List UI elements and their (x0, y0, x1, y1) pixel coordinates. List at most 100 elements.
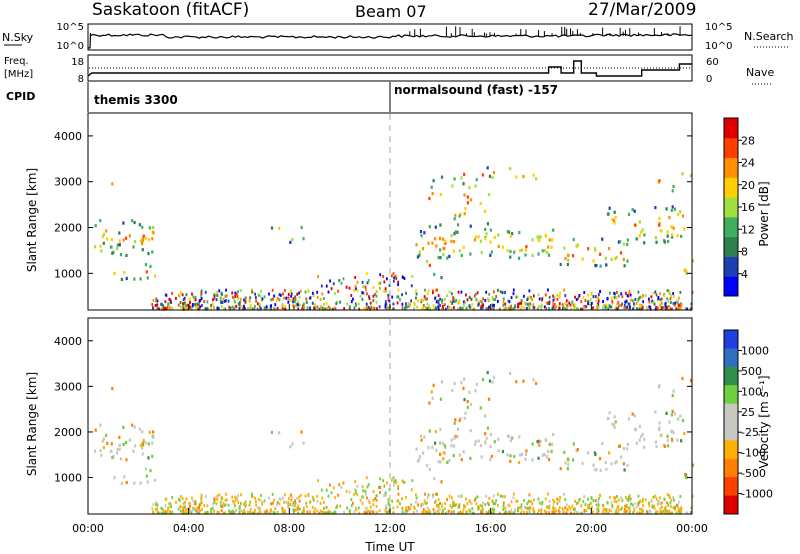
velocity-cell (476, 495, 479, 499)
power-cell (178, 294, 181, 298)
velocity-cell (366, 496, 368, 500)
velocity-cell (339, 504, 342, 508)
power-cell (268, 292, 270, 296)
power-cell (459, 212, 462, 216)
velocity-cell (430, 390, 433, 394)
power-cell (658, 216, 661, 221)
velocity-cell (628, 506, 631, 510)
power-cell (438, 248, 442, 252)
power-cell (139, 239, 143, 243)
power-cell (617, 304, 620, 308)
power-cell (230, 307, 233, 311)
velocity-cell (278, 497, 281, 501)
power-cell (309, 306, 311, 310)
power-cell (553, 302, 556, 306)
velocity-cell (332, 511, 334, 515)
velocity-cell (210, 507, 213, 511)
velocity-cell (184, 508, 187, 512)
power-cell (213, 305, 215, 309)
velocity-colorbar-swatch (724, 495, 738, 515)
velocity-cell (186, 507, 189, 511)
velocity-cell (257, 497, 260, 501)
power-cell (616, 302, 619, 306)
velocity-cell (378, 485, 382, 489)
velocity-cell (690, 510, 692, 514)
power-cell (511, 307, 514, 311)
power-cell (443, 247, 446, 251)
velocity-cell (105, 433, 108, 438)
velocity-cell (112, 455, 115, 459)
power-cell (507, 299, 510, 303)
freq-label-1: Freq. (4, 56, 29, 67)
power-cell (567, 258, 570, 262)
velocity-cell (660, 501, 663, 505)
power-cell (249, 303, 252, 307)
velocity-cell (597, 497, 600, 501)
power-cell (622, 242, 626, 246)
power-cell (144, 236, 147, 241)
power-cell (243, 298, 245, 302)
velocity-cell (504, 510, 507, 514)
power-cell (289, 240, 292, 245)
velocity-cell (441, 504, 443, 508)
x-tick-label: 20:00 (575, 522, 607, 535)
velocity-cell (122, 425, 125, 430)
power-cell (441, 298, 444, 302)
power-cell (513, 307, 516, 311)
velocity-cell (571, 504, 574, 508)
power-cell (596, 306, 599, 310)
velocity-cell (617, 504, 620, 508)
power-colorbar-label: Power [dB] (757, 181, 771, 246)
power-cell (686, 307, 689, 311)
power-cell (543, 248, 546, 252)
velocity-cell (255, 503, 258, 507)
velocity-cell (213, 500, 216, 504)
velocity-cell (110, 442, 113, 446)
power-cell (563, 246, 566, 250)
power-cell (520, 307, 522, 311)
power-cell (235, 292, 238, 296)
velocity-cell (671, 511, 673, 515)
power-cell (608, 246, 611, 251)
power-cell (281, 302, 284, 306)
velocity-cell (438, 441, 442, 445)
velocity-cell (415, 496, 418, 500)
velocity-cell (648, 504, 651, 508)
velocity-cell (482, 501, 485, 505)
power-cell (518, 302, 521, 306)
power-cell (101, 235, 104, 239)
power-cell (133, 220, 136, 225)
power-cell (132, 245, 135, 249)
velocity-cell (356, 484, 359, 488)
power-cell (482, 297, 485, 301)
power-cell (628, 302, 631, 306)
velocity-cell (279, 497, 282, 501)
velocity-cell (658, 421, 661, 425)
velocity-cell (564, 511, 567, 515)
power-cell (552, 304, 555, 308)
velocity-cell (393, 480, 396, 484)
power-cell (454, 213, 457, 217)
power-cell (165, 293, 168, 297)
power-cell (524, 302, 527, 306)
power-cell (489, 240, 492, 244)
velocity-cell (433, 511, 436, 515)
power-cell (513, 250, 516, 254)
velocity-cell (154, 508, 157, 512)
velocity-cell (623, 508, 626, 512)
power-cell (268, 307, 271, 311)
power-cell (486, 166, 489, 170)
power-cell (648, 305, 651, 309)
velocity-cell (548, 504, 551, 508)
power-cell (608, 305, 611, 309)
power-cell (435, 300, 438, 304)
velocity-cell (320, 509, 322, 513)
power-cell (658, 223, 661, 227)
power-cell (537, 237, 540, 242)
x-tick-label: 08:00 (273, 522, 305, 535)
velocity-cell (261, 501, 264, 505)
power-cell (602, 299, 605, 303)
velocity-cell (532, 498, 535, 502)
velocity-cell (241, 511, 244, 515)
power-cell (272, 306, 275, 310)
